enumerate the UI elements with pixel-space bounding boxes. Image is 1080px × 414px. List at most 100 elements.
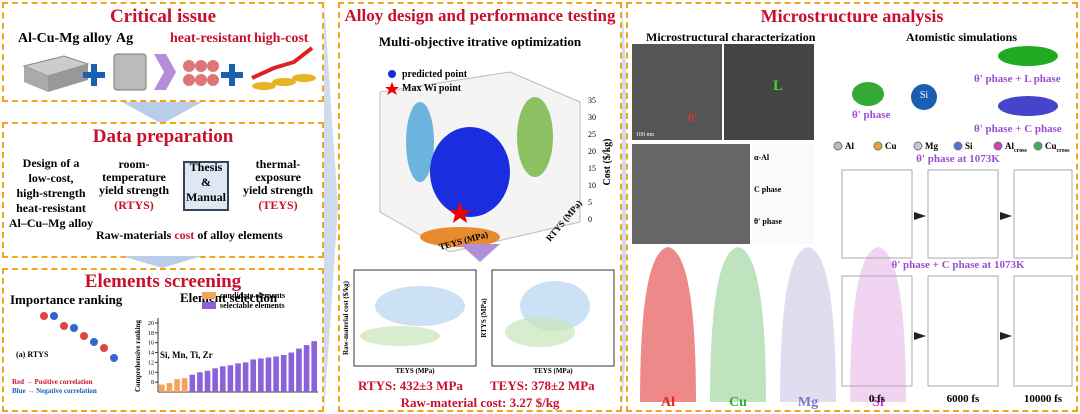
bar [250, 359, 257, 392]
z-tick-label: 30 [588, 113, 596, 122]
atom-base: Cu [885, 141, 897, 151]
atom-swatch [993, 141, 1003, 151]
title: Microstructure analysis [760, 6, 944, 26]
critical-box: Critical issue Al-Cu-Mg alloy Ag heat-re… [2, 2, 324, 102]
apt-label: Al [661, 395, 675, 410]
raw-cost: cost [174, 228, 195, 242]
z-tick-label: 15 [588, 164, 596, 173]
bar [227, 365, 234, 392]
arrow [324, 0, 338, 414]
time-label: 6000 fs [947, 393, 980, 405]
axis-label: TEYS (MPa) [395, 367, 435, 375]
line: & [201, 175, 211, 189]
z-tick-label: 0 [588, 215, 592, 224]
line: low-cost, [28, 171, 74, 185]
bar [174, 379, 180, 392]
legend-swatch [202, 302, 216, 309]
atom-swatch [913, 141, 923, 151]
data-prep-box: Data preparation Design of a low-cost, hig… [2, 122, 324, 258]
label: θ' phase [754, 217, 782, 226]
axis-label: TEYS (MPa) [533, 367, 573, 375]
label: 100 nm [636, 132, 655, 138]
label: C phase [754, 185, 782, 194]
atom-label: Mg [925, 141, 938, 151]
apt-label: Cu [729, 395, 747, 410]
y-tick-label: 14 [148, 351, 154, 357]
y-tick-label: 10 [148, 370, 154, 376]
atom-base: Cu [1045, 141, 1057, 151]
atom-sub: cross [1014, 148, 1028, 154]
raw-tail: of alloy elements [197, 228, 283, 242]
legend: predicted point [402, 69, 468, 80]
arrow [122, 256, 202, 268]
raw: Raw-materials cost of alloy elements [96, 228, 283, 243]
z-tick-label: 25 [588, 130, 596, 139]
label: Importance ranking [10, 292, 123, 307]
room: room-temperature yield strength [92, 158, 176, 197]
bar [273, 356, 279, 392]
label: θ' phase at 1073K [916, 153, 1000, 165]
label: Red → Positive correlation [12, 378, 93, 386]
design-box: Alloy design and performance testing Mul… [338, 2, 622, 412]
atom-base: Al [845, 141, 854, 151]
label: θ' [688, 110, 697, 125]
label: θ' phase [852, 109, 891, 121]
legend-label: selectable elements [220, 301, 285, 310]
bar [280, 355, 287, 392]
label: Ag [116, 31, 134, 46]
y-tick-label: 16 [148, 341, 154, 347]
z-tick-label: 35 [588, 96, 596, 105]
line: room- [118, 157, 150, 171]
label: Atomistic simulations [906, 30, 1017, 44]
atom-base: Mg [925, 141, 938, 151]
apt-label: Si [872, 395, 884, 410]
title: Alloy design and performance testing [344, 6, 616, 25]
bar [197, 372, 203, 392]
atom-label: Cucross [1045, 141, 1070, 154]
title: Data preparation [92, 126, 234, 147]
title: Critical issue [109, 6, 217, 27]
label: heat-resistant [170, 31, 252, 46]
line: thermal- [255, 157, 301, 171]
z-tick-label: 5 [588, 198, 592, 207]
legend-swatch [202, 292, 216, 299]
result: RTYS: 432±3 MPa [358, 378, 463, 393]
pie-grid [40, 312, 118, 362]
axis-label: Comprehensive ranking [134, 319, 142, 392]
small-charts: Raw-material cost ($/kg) TEYS (MPa) RTYS… [342, 269, 615, 375]
line: Design of a [22, 156, 80, 170]
line: exposure [255, 170, 301, 184]
micro-graphics: θ' L 100 nm α-Al C phase θ' phase Si θ' … [632, 44, 1073, 410]
annotation: Si, Mn, Ti, Zr [160, 350, 213, 360]
label: Microstructural characterization [646, 30, 816, 44]
atom-label: Cu [885, 141, 897, 151]
atom-base: Al [1005, 141, 1014, 151]
subtitle: Multi-objective itrative optimization [378, 34, 582, 49]
time-label: 0 fs [869, 393, 886, 405]
thesis-icon [183, 161, 229, 211]
atom-swatch [873, 141, 883, 151]
z-tick-label: 20 [588, 147, 596, 156]
label: α-Al [754, 153, 770, 162]
bar-chart: 8 10 12 14 16 18 20 candidate elementsselectabl… [134, 291, 318, 393]
plot-3d: predicted point Max Wi point TEYS (MPa) … [379, 69, 613, 252]
label: Al-Cu-Mg alloy [18, 31, 112, 46]
bar [303, 345, 310, 392]
atom-sub: cross [1057, 148, 1071, 154]
bar [242, 362, 249, 392]
label: Si [920, 90, 929, 101]
result: Raw-material cost: 3.27 $/kg [400, 395, 560, 410]
result: TEYS: 378±2 MPa [490, 378, 595, 393]
atom-label: Al [845, 141, 854, 151]
axis-label: RTYS (MPa) [480, 298, 488, 338]
bar [311, 341, 317, 392]
screening-box: Elements screening Importance ranking El… [2, 268, 324, 412]
title: Elements screening [84, 271, 242, 292]
y-tick-label: 12 [148, 360, 154, 366]
axis-label: Cost ($/kg) [602, 139, 613, 186]
atom-label: Alcross [1005, 141, 1028, 154]
arrow [460, 244, 500, 262]
legend-label: candidate elements [220, 291, 285, 300]
bar [212, 368, 218, 392]
